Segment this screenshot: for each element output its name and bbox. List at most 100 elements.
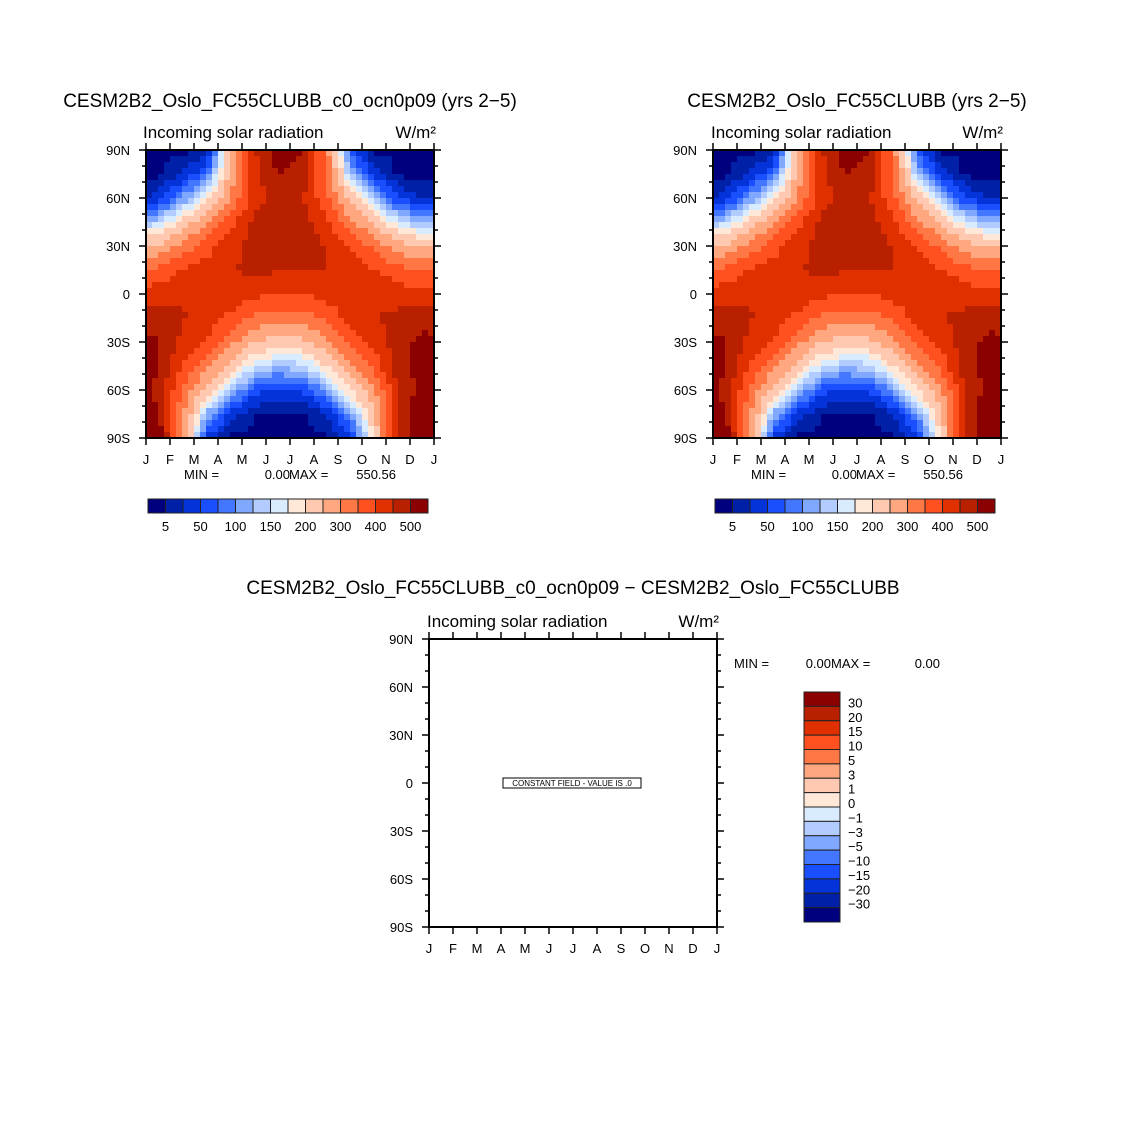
contour-cell: [374, 396, 381, 403]
contour-cell: [965, 186, 972, 193]
contour-cell: [839, 408, 846, 415]
contour-cell: [851, 252, 858, 259]
contour-cell: [749, 360, 756, 367]
contour-cell: [362, 372, 369, 379]
contour-cell: [218, 318, 225, 325]
contour-cell: [857, 180, 864, 187]
contour-cell: [146, 150, 153, 157]
contour-cell: [809, 336, 816, 343]
contour-cell: [929, 342, 936, 349]
contour-cell: [773, 318, 780, 325]
contour-cell: [935, 342, 942, 349]
contour-cell: [374, 168, 381, 175]
contour-cell: [905, 360, 912, 367]
contour-cell: [242, 240, 249, 247]
contour-cell: [881, 390, 888, 397]
contour-cell: [152, 366, 159, 373]
contour-cell: [362, 294, 369, 301]
contour-cell: [290, 204, 297, 211]
contour-cell: [254, 240, 261, 247]
contour-cell: [845, 432, 852, 439]
contour-cell: [368, 216, 375, 223]
contour-cell: [749, 156, 756, 163]
contour-cell: [212, 330, 219, 337]
contour-cell: [386, 360, 393, 367]
contour-cell: [851, 204, 858, 211]
contour-cell: [260, 324, 267, 331]
contour-cell: [296, 408, 303, 415]
contour-cell: [428, 264, 435, 271]
contour-cell: [917, 264, 924, 271]
contour-cell: [194, 348, 201, 355]
contour-cell: [851, 258, 858, 265]
contour-cell: [851, 186, 858, 193]
contour-cell: [314, 198, 321, 205]
contour-cell: [923, 270, 930, 277]
contour-cell: [290, 288, 297, 295]
contour-cell: [206, 330, 213, 337]
contour-cell: [206, 408, 213, 415]
contour-cell: [899, 396, 906, 403]
contour-cell: [821, 192, 828, 199]
contour-cell: [410, 162, 417, 169]
contour-cell: [290, 276, 297, 283]
contour-cell: [851, 234, 858, 241]
contour-cell: [941, 150, 948, 157]
contour-cell: [995, 246, 1002, 253]
contour-cell: [398, 366, 405, 373]
contour-cell: [977, 156, 984, 163]
contour-cell: [773, 294, 780, 301]
contour-cell: [833, 228, 840, 235]
contour-cell: [404, 198, 411, 205]
contour-cell: [845, 258, 852, 265]
contour-cell: [314, 342, 321, 349]
contour-cell: [893, 168, 900, 175]
contour-cell: [983, 258, 990, 265]
contour-cell: [428, 246, 435, 253]
contour-cell: [266, 306, 273, 313]
contour-cell: [212, 312, 219, 319]
contour-cell: [917, 210, 924, 217]
contour-cell: [290, 222, 297, 229]
contour-cell: [797, 366, 804, 373]
contour-cell: [965, 282, 972, 289]
contour-cell: [989, 324, 996, 331]
contour-cell: [773, 348, 780, 355]
contour-cell: [332, 372, 339, 379]
contour-cell: [761, 408, 768, 415]
contour-cell: [206, 378, 213, 385]
contour-cell: [206, 150, 213, 157]
contour-cell: [236, 180, 243, 187]
contour-cell: [941, 414, 948, 421]
contour-cell: [224, 174, 231, 181]
contour-cell: [230, 186, 237, 193]
contour-cell: [356, 378, 363, 385]
contour-cell: [404, 306, 411, 313]
contour-cell: [713, 414, 720, 421]
contour-cell: [158, 372, 165, 379]
contour-cell: [887, 288, 894, 295]
contour-cell: [248, 372, 255, 379]
contour-cell: [242, 354, 249, 361]
contour-cell: [791, 318, 798, 325]
contour-cell: [332, 198, 339, 205]
contour-cell: [230, 282, 237, 289]
contour-cell: [146, 222, 153, 229]
contour-cell: [791, 288, 798, 295]
contour-cell: [989, 294, 996, 301]
contour-cell: [725, 228, 732, 235]
contour-cell: [338, 366, 345, 373]
contour-cell: [308, 294, 315, 301]
contour-cell: [803, 318, 810, 325]
contour-cell: [290, 348, 297, 355]
contour-cell: [953, 426, 960, 433]
contour-cell: [827, 150, 834, 157]
contour-cell: [959, 246, 966, 253]
contour-cell: [815, 192, 822, 199]
contour-cell: [224, 366, 231, 373]
contour-cell: [773, 342, 780, 349]
contour-cell: [428, 378, 435, 385]
contour-cell: [965, 210, 972, 217]
contour-cell: [743, 384, 750, 391]
contour-cell: [248, 180, 255, 187]
